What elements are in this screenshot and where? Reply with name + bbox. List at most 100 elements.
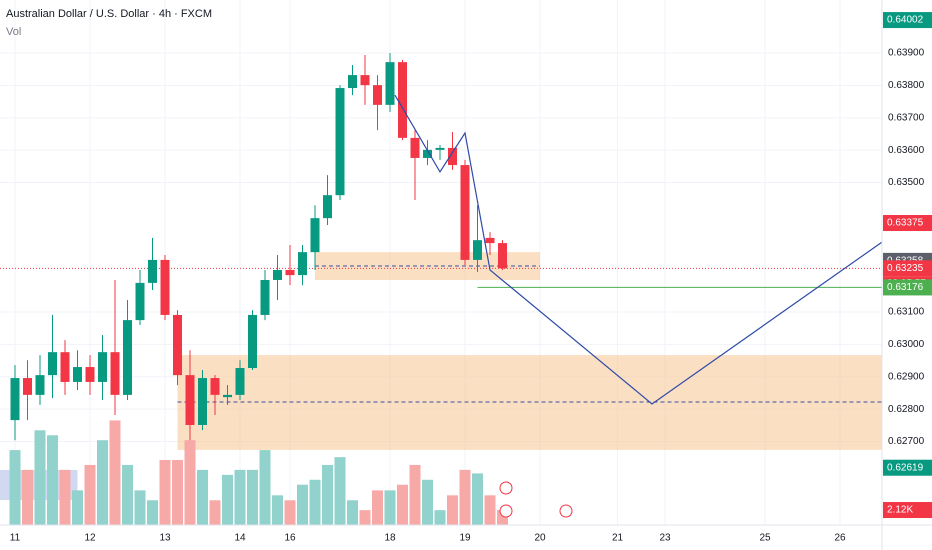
candle-body — [473, 240, 482, 260]
volume-bar — [397, 484, 408, 525]
price-badge-label: 0.63375 — [887, 218, 924, 229]
volume-badge — [883, 502, 932, 519]
volume-bar — [384, 490, 396, 525]
x-tick-label: 14 — [234, 533, 246, 544]
volume-bar — [9, 450, 21, 525]
candle-body — [385, 62, 395, 105]
candle-body — [98, 352, 107, 382]
volume-bar — [147, 500, 158, 525]
x-tick-label: 25 — [759, 533, 771, 544]
candle-body — [185, 375, 195, 425]
candle-body — [410, 137, 420, 158]
price-badge — [883, 215, 932, 232]
volume-bar — [497, 510, 508, 525]
candle-body — [110, 352, 120, 395]
volume-bar — [22, 469, 33, 525]
event-icons — [499, 481, 573, 518]
volume-bar — [309, 479, 321, 525]
candle-body — [35, 375, 45, 395]
y-tick-label: 0.63000 — [888, 339, 925, 350]
candle-body — [85, 367, 95, 382]
x-tick-label: 13 — [159, 533, 171, 544]
volume-bar — [84, 464, 96, 525]
y-tick-label: 0.63100 — [888, 307, 925, 318]
volume-bar — [247, 469, 258, 525]
volume-bar — [359, 510, 371, 525]
candle-body — [160, 259, 170, 315]
candle-body — [10, 378, 20, 421]
volume-bar — [272, 495, 283, 525]
candle-body — [23, 378, 32, 395]
volume-bar — [109, 420, 121, 525]
volume-bar — [484, 495, 496, 525]
candle-body — [485, 237, 495, 244]
x-tick-label: 23 — [659, 533, 671, 544]
volume-bar — [72, 490, 83, 525]
volume-bar — [409, 464, 421, 525]
candle-body — [373, 85, 382, 105]
x-tick-label: 18 — [384, 533, 396, 544]
candle-body — [423, 149, 432, 158]
x-tick-label: 21 — [612, 533, 624, 544]
price-badge — [883, 279, 932, 296]
candle-body — [60, 352, 70, 382]
volume-bar — [122, 464, 133, 525]
candle-body — [498, 243, 507, 269]
event-icon — [559, 504, 573, 518]
volume-bar — [134, 490, 146, 525]
volume-bar — [334, 457, 346, 525]
price-badge-label: 0.62619 — [887, 462, 924, 473]
candle-body — [435, 147, 445, 150]
candle-body — [260, 279, 270, 315]
volume-bar — [47, 435, 58, 525]
candle-body — [310, 218, 320, 253]
volume-badge-label: 2.12K — [887, 505, 913, 516]
price-badge — [883, 12, 932, 29]
volume-bar — [209, 500, 221, 525]
event-icon — [499, 504, 513, 518]
candle-body — [223, 394, 232, 398]
volume-bar — [347, 500, 358, 525]
price-badge-label: 0.64002 — [887, 15, 924, 26]
volume-bar — [234, 469, 246, 525]
y-tick-label: 0.63500 — [888, 177, 925, 188]
volume-bar — [184, 440, 196, 525]
x-tick-label: 11 — [10, 533, 21, 544]
candle-body — [323, 195, 332, 219]
candle-body — [348, 75, 357, 89]
y-tick-label: 0.63700 — [888, 112, 925, 123]
volume-bar — [259, 450, 271, 525]
x-tick-label: 12 — [84, 533, 96, 544]
projection-line — [394, 94, 883, 405]
candle-body — [73, 367, 82, 382]
volume-bar — [97, 440, 108, 525]
volume-bar — [459, 469, 471, 525]
volume-bar — [297, 484, 308, 525]
candle-body — [198, 378, 207, 425]
plot-area — [0, 0, 883, 525]
price-badge — [883, 459, 932, 476]
volume-bar — [59, 469, 71, 525]
volume-label: Vol — [6, 26, 21, 38]
y-tick-label: 0.62700 — [888, 436, 925, 447]
y-tick-label: 0.62900 — [888, 371, 925, 382]
price-badge-label: 0.63176 — [887, 282, 924, 293]
candle-body — [285, 269, 295, 276]
y-tick-label: 0.63800 — [888, 80, 925, 91]
price-badge — [883, 260, 932, 277]
volume-bar — [422, 479, 433, 525]
volume-bar — [284, 500, 296, 525]
candle-body — [448, 147, 457, 166]
chart-title: Australian Dollar / U.S. Dollar · 4h · F… — [6, 8, 212, 20]
volume-bar — [197, 469, 208, 525]
candle-body — [273, 269, 282, 280]
candle-body — [173, 314, 182, 376]
volume-bar — [434, 510, 446, 525]
volume-bar — [222, 474, 233, 525]
volume-bar — [472, 473, 483, 525]
candle-body — [135, 282, 145, 321]
volume-bar — [159, 459, 171, 525]
candle-body — [48, 352, 57, 376]
x-tick-label: 26 — [834, 533, 846, 544]
